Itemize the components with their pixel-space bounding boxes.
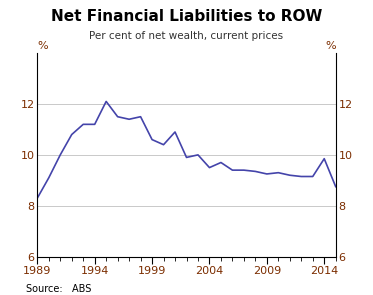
Text: %: % xyxy=(37,41,48,51)
Text: Per cent of net wealth, current prices: Per cent of net wealth, current prices xyxy=(90,31,283,41)
Text: %: % xyxy=(325,41,336,51)
Text: Net Financial Liabilities to ROW: Net Financial Liabilities to ROW xyxy=(51,9,322,24)
Text: Source:   ABS: Source: ABS xyxy=(26,284,91,294)
